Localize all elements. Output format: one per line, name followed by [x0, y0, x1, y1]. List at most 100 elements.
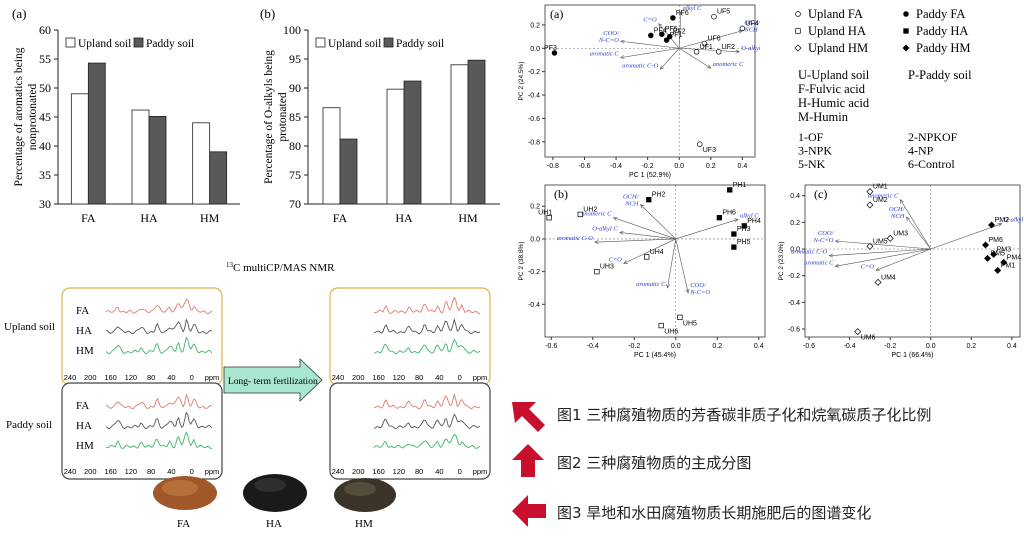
y-tick-label: 70	[289, 197, 301, 211]
point-marker	[551, 50, 558, 56]
loading-arrow	[613, 217, 676, 240]
y-tick-label: 100	[283, 23, 301, 37]
nmr-panel-frame	[61, 382, 223, 480]
nmr-trace	[105, 411, 213, 430]
ppm-tick-label: 40	[167, 373, 175, 382]
legend-symbol-entry: Paddy HM	[902, 41, 971, 55]
pca-panel-label-a: (a)	[550, 7, 563, 21]
legend-symbol-label: Upland HM	[808, 41, 868, 55]
point-marker	[990, 250, 998, 258]
nmr-title-superscript: 13	[226, 261, 234, 269]
loading-arrowhead	[619, 230, 624, 235]
pca-plot-a: (a) -0.8 -0.6 -0.4 -0.2 0.0 0.2 0.4 -0.8 -0.6 -0.…	[518, 4, 760, 179]
y-tick-label: 0.0	[530, 46, 540, 53]
point-marker	[693, 49, 700, 55]
ppm-tick-label: 120	[393, 373, 406, 382]
x-axis-label: PC 1 (45.4%)	[634, 352, 676, 359]
x-axis-label: PC 1 (52.9%)	[629, 172, 671, 179]
nmr-panel-frame	[329, 287, 491, 386]
point-label: UF1	[700, 44, 713, 51]
loading-arrowhead	[620, 39, 625, 44]
legend-abbr-paddy: P-Paddy soil	[908, 68, 972, 82]
y-tick-label: 35	[39, 168, 51, 182]
bar	[87, 62, 106, 205]
loading-arrow	[679, 47, 740, 53]
legend-symbol-entry: Upland HA	[795, 24, 866, 38]
loading-arrowhead	[685, 288, 690, 294]
loading-label: COO/N-C=O	[813, 230, 835, 244]
point-label: PH4	[747, 218, 761, 225]
ppm-tick-label: 200	[84, 467, 97, 476]
x-axis-label: PC 1 (66.4%)	[891, 352, 933, 359]
trace-label: HM	[76, 440, 94, 452]
point-label: PM6	[989, 237, 1004, 244]
point-marker	[866, 242, 874, 250]
legend-treatment: 5-NK	[798, 157, 826, 171]
ppm-tick-label: 240	[332, 467, 345, 476]
loading-arrowhead	[899, 199, 904, 204]
point-marker	[902, 44, 910, 52]
loading-arrow	[640, 204, 676, 240]
ppm-tick-label: 0	[190, 467, 194, 476]
point-marker	[648, 32, 654, 39]
y-axis-label: Percentage of aromatics being nonprotonat…	[13, 47, 39, 186]
loading-label: aromatic C	[590, 51, 620, 58]
point-marker	[644, 254, 650, 260]
point-marker	[794, 44, 802, 52]
x-tick-label: -0.6	[545, 343, 557, 350]
point-label: UH3	[600, 264, 614, 271]
loading-label: anomeric C	[868, 193, 899, 200]
y-tick-label: -0.4	[528, 93, 540, 100]
point-label: PM4	[1007, 254, 1022, 261]
sample-photos: FA HA HM	[153, 474, 396, 530]
ppm-tick-label: 120	[393, 467, 406, 476]
loading-label: O-alkyl C	[741, 45, 760, 52]
panel-label-a: (a)	[12, 6, 26, 21]
y-tick-label: 0.0	[530, 236, 540, 243]
nmr-panel-upland-before: FA HA HM 240 200 160 120 80 40 0 ppm	[61, 287, 223, 386]
trace-label: HA	[76, 420, 92, 432]
ppm-tick-label: ppm	[205, 467, 220, 476]
nmr-trace	[105, 299, 213, 315]
bar	[131, 109, 150, 205]
sample-label-ha: HA	[266, 518, 282, 530]
loading-arrow	[906, 216, 931, 250]
point-label: UM1	[873, 184, 888, 191]
x-tick-label: 0.0	[926, 343, 936, 350]
point-marker	[903, 28, 909, 34]
point-label: UH2	[583, 206, 597, 213]
x-tick-label: -0.6	[578, 163, 590, 170]
loading-arrow	[623, 238, 676, 264]
legend-label: Paddy soil	[146, 38, 194, 50]
ppm-axis: 240 200 160 120 80 40 0 ppm	[332, 373, 488, 382]
point-marker	[741, 223, 747, 229]
y-tick-label: 40	[39, 139, 51, 153]
y-tick-label: -0.4	[788, 300, 800, 307]
legend-symbol-entry: Paddy FA	[903, 7, 965, 21]
loading-arrowhead	[594, 240, 599, 245]
loading-arrow	[594, 238, 676, 243]
y-tick-label: 60	[39, 23, 51, 37]
point-marker	[886, 234, 894, 242]
point-marker	[795, 28, 801, 34]
ppm-tick-label: 160	[372, 467, 385, 476]
x-tick-label: -0.2	[884, 343, 896, 350]
loading-arrow	[900, 199, 932, 250]
loading-arrow	[835, 248, 931, 267]
ppm-tick-label: ppm	[205, 373, 220, 382]
loading-label: COO/N-C=O	[598, 30, 620, 44]
x-tick-label: 0.2	[706, 163, 716, 170]
loading-label: alkyl C	[683, 5, 702, 12]
legend-abbr-humin: M-Humin	[798, 110, 849, 124]
bar	[322, 107, 341, 205]
loading-label: alkyl C	[740, 212, 759, 219]
loading-arrowhead	[905, 216, 911, 221]
point-label: PF1	[670, 32, 683, 39]
nmr-trace	[373, 338, 481, 355]
point-marker	[739, 25, 746, 32]
point-marker	[577, 211, 583, 218]
nmr-panel-paddy-after: 240 200 160 120 80 40 0 ppm	[329, 382, 491, 480]
ppm-tick-label: 80	[415, 467, 423, 476]
point-label: UH6	[664, 329, 678, 336]
point-marker	[716, 215, 722, 221]
